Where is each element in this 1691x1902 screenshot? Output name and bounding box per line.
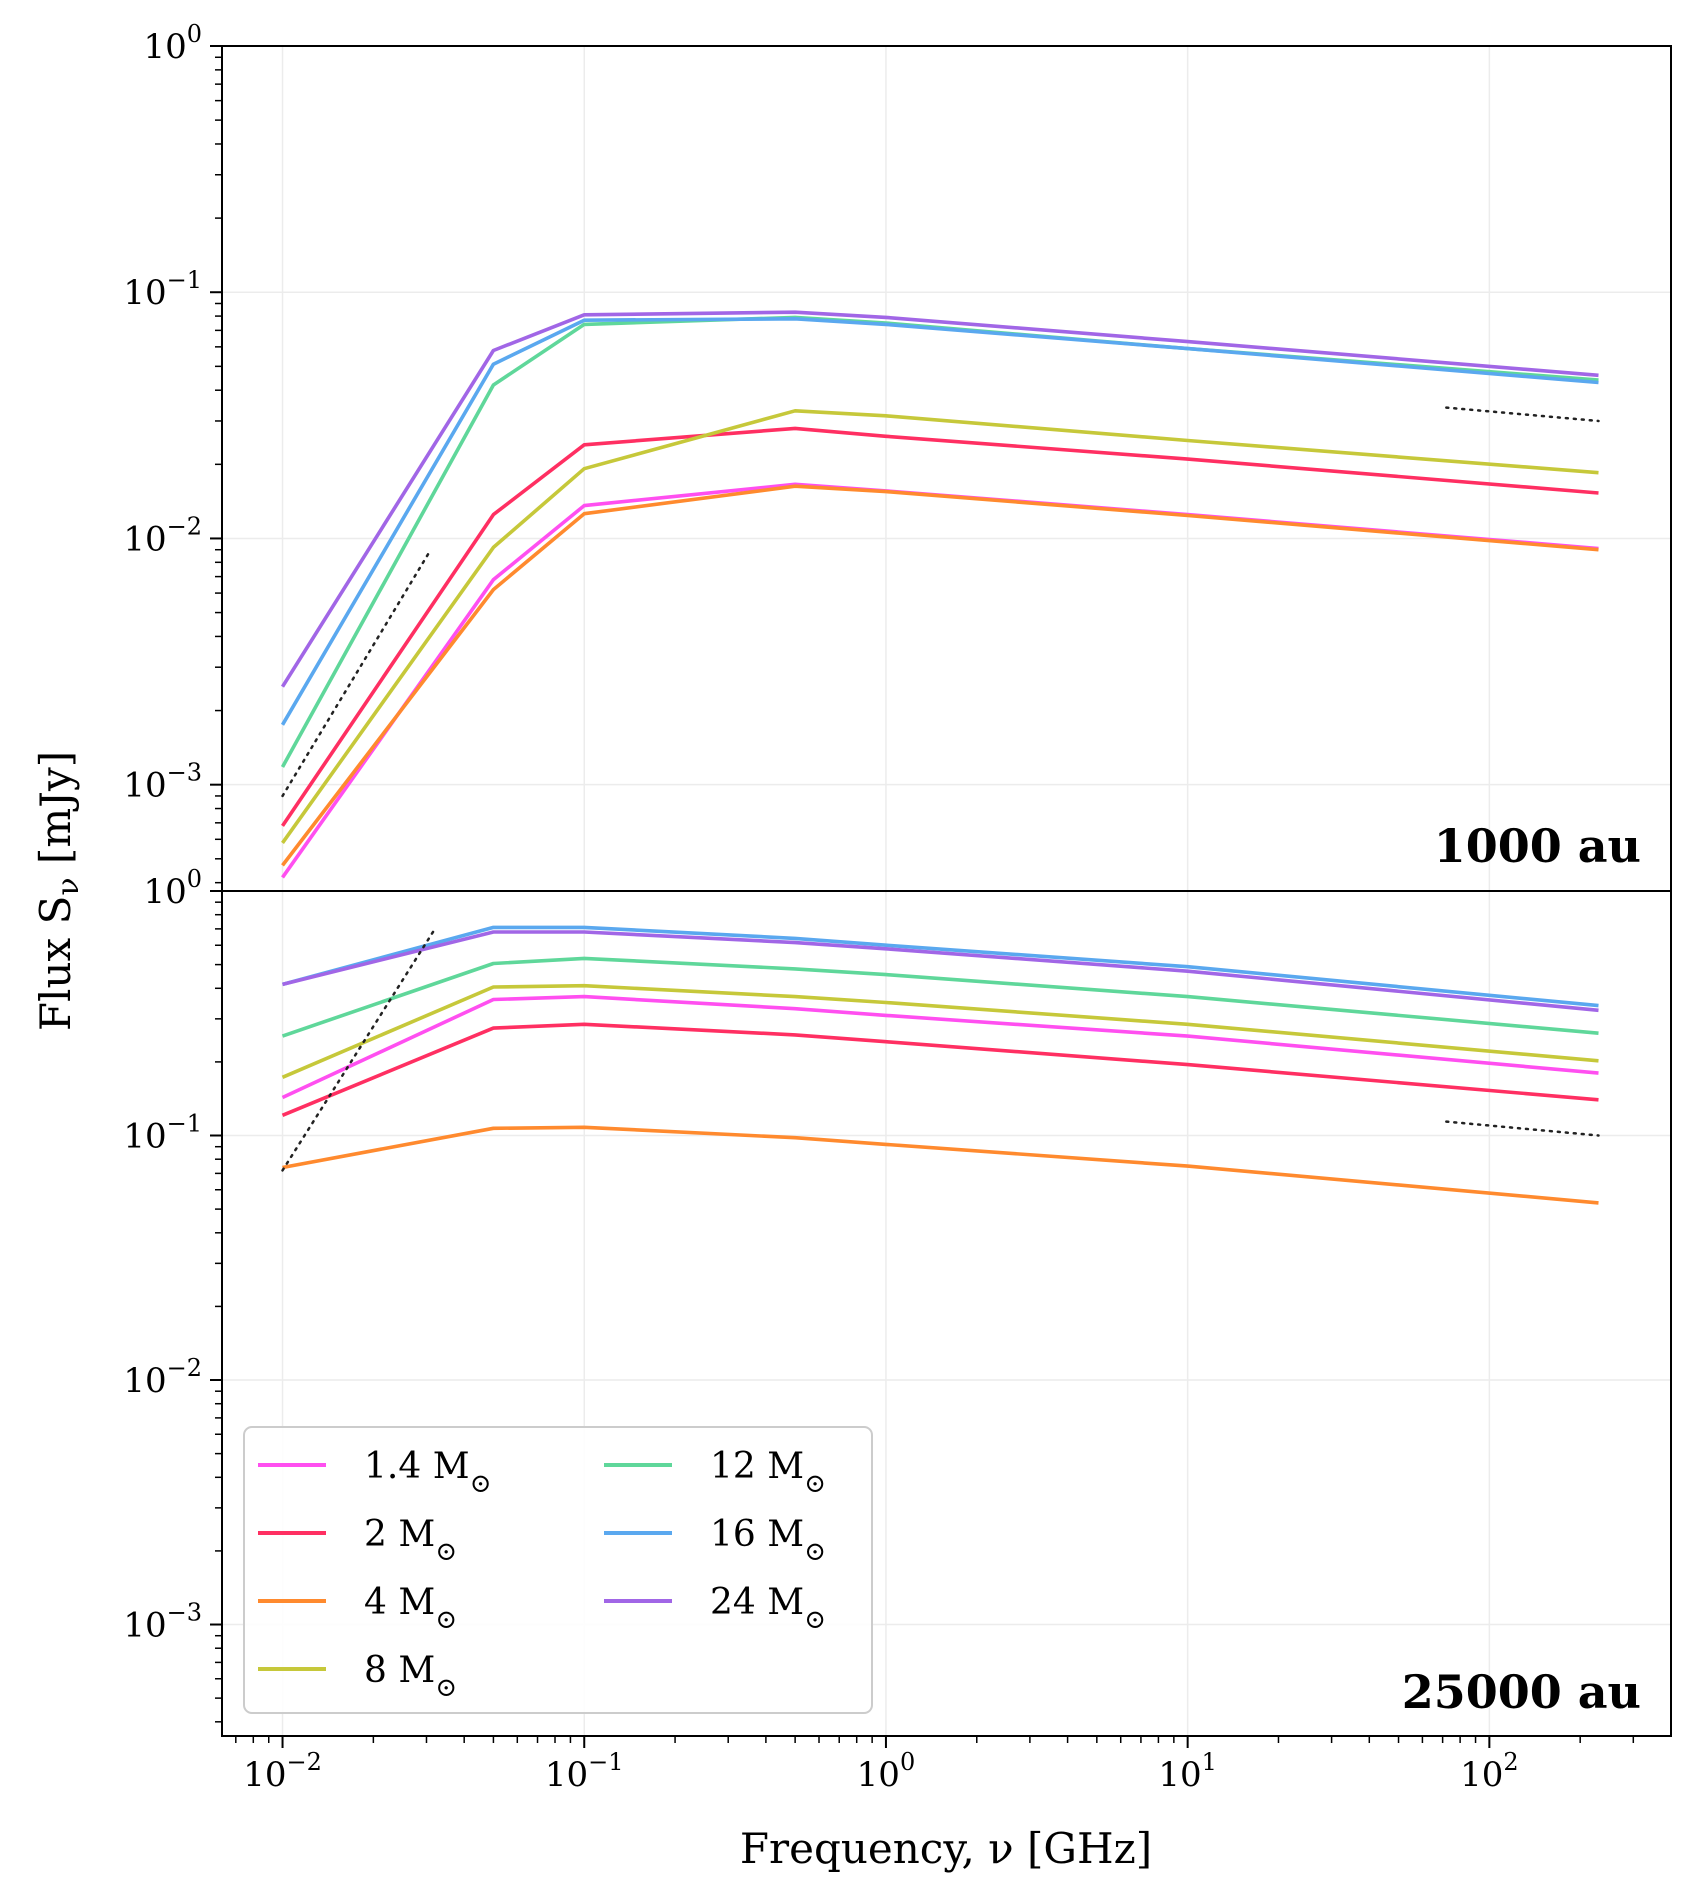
y-tick-label: 100 bbox=[143, 865, 202, 912]
reference-slope-line bbox=[1445, 1120, 1600, 1137]
legend-label: 16 M⊙ bbox=[710, 1514, 826, 1567]
series-line-8M bbox=[281, 983, 1599, 1079]
bottom-panel-frame bbox=[221, 890, 1672, 1737]
panel-label-1000au: 1000 au bbox=[1434, 819, 1641, 873]
series-line-14M bbox=[281, 994, 1599, 1100]
y-axis-label: Flux Sν [mJy] bbox=[31, 751, 86, 1031]
legend-box bbox=[243, 1426, 873, 1714]
legend: 1.4 M⊙ 12 M⊙ 2 M⊙ 16 M⊙ 4 M⊙ 24 M⊙ 8 M⊙ bbox=[243, 1426, 873, 1714]
y-tick-label: 10−3 bbox=[123, 1599, 202, 1646]
y-tick-label: 10−2 bbox=[123, 1354, 202, 1401]
legend-label: 12 M⊙ bbox=[710, 1446, 826, 1499]
series-line-24M bbox=[280, 310, 1599, 688]
bottom-series bbox=[281, 925, 1599, 1205]
y-tick-label: 10−3 bbox=[123, 759, 202, 806]
bottom-reference-lines bbox=[281, 927, 1600, 1172]
reference-slope-line bbox=[281, 927, 437, 1172]
x-tick-label: 10−1 bbox=[545, 1748, 624, 1795]
legend-label: 4 M⊙ bbox=[364, 1582, 457, 1635]
series-line-4M bbox=[282, 1125, 1599, 1205]
legend-label: 2 M⊙ bbox=[364, 1514, 457, 1567]
x-tick-label: 10−2 bbox=[243, 1748, 322, 1795]
top-y-ticks: 100 10−1 10−2 10−3 bbox=[123, 20, 222, 884]
bottom-y-ticks: 100 10−1 10−2 10−3 bbox=[123, 865, 222, 1723]
y-tick-label: 10−1 bbox=[123, 266, 202, 313]
top-reference-lines bbox=[281, 406, 1600, 798]
reference-slope-line bbox=[281, 548, 433, 798]
series-line-16M bbox=[280, 316, 1599, 726]
reference-slope-line bbox=[1445, 406, 1600, 423]
series-line-2M bbox=[281, 1022, 1599, 1117]
y-tick-label: 10−2 bbox=[123, 512, 202, 559]
series-line-8M bbox=[281, 408, 1599, 844]
panel-label-25000au: 25000 au bbox=[1402, 1665, 1641, 1719]
x-tick-label: 101 bbox=[1158, 1748, 1217, 1795]
y-tick-label: 10−1 bbox=[123, 1110, 202, 1157]
series-line-4M bbox=[281, 484, 1599, 867]
legend-label: 1.4 M⊙ bbox=[364, 1446, 491, 1499]
series-line-12M bbox=[281, 956, 1599, 1038]
series-line-24M bbox=[282, 930, 1599, 1013]
x-tick-label: 100 bbox=[857, 1748, 916, 1795]
x-tick-label: 102 bbox=[1460, 1748, 1519, 1795]
series-line-16M bbox=[282, 925, 1599, 1008]
series-line-2M bbox=[281, 426, 1599, 827]
legend-label: 8 M⊙ bbox=[364, 1650, 457, 1703]
x-axis-label: Frequency, ν [GHz] bbox=[740, 1824, 1152, 1873]
bottom-panel: 100 10−1 10−2 10−3 25000 au bbox=[123, 865, 1671, 1736]
legend-label: 24 M⊙ bbox=[710, 1582, 826, 1635]
y-tick-label: 100 bbox=[143, 20, 202, 67]
x-axis-ticks: 10−2 10−1 100 101 102 bbox=[235, 1736, 1635, 1795]
top-series bbox=[280, 310, 1599, 879]
top-panel: 100 10−1 10−2 10−3 1000 au bbox=[123, 20, 1671, 891]
